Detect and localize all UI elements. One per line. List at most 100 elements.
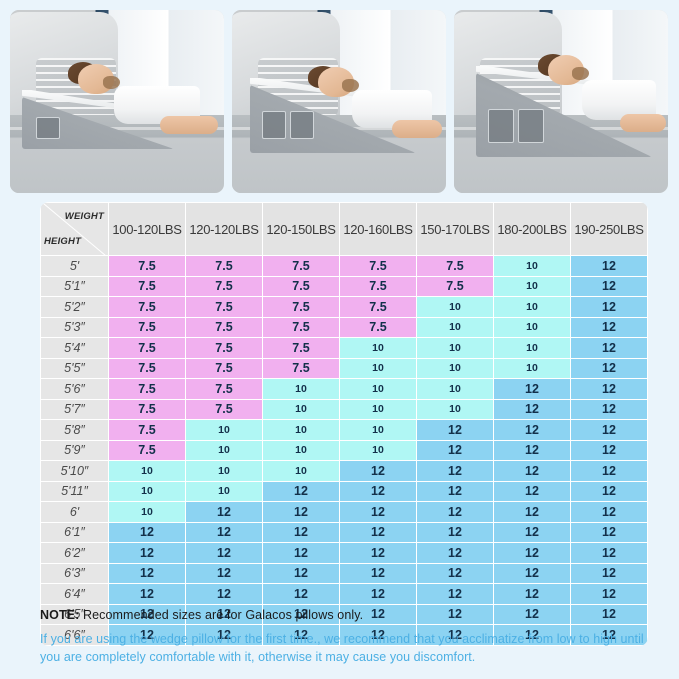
size-cell: 12	[416, 480, 494, 502]
size-cell: 7.5	[185, 337, 263, 359]
wedge-pocket	[36, 117, 60, 139]
size-cell: 12	[416, 624, 494, 646]
row-header-height: 6'5″	[40, 603, 109, 625]
size-cell: 10	[493, 337, 571, 359]
size-cell: 12	[339, 583, 417, 605]
table-row: 5'4″ 7.5 7.5 7.5 10 10 10 12	[40, 337, 648, 359]
size-cell: 12	[416, 542, 494, 564]
size-cell: 7.5	[108, 378, 186, 400]
note-primary-text: Recommended sizes are for Galacos pillow…	[82, 608, 364, 622]
column-header-0: 100-120LBS	[108, 202, 186, 256]
size-cell: 10	[185, 480, 263, 502]
size-cell: 12	[185, 583, 263, 605]
size-cell: 7.5	[108, 398, 186, 420]
size-cell: 10	[416, 398, 494, 420]
size-cell: 12	[339, 460, 417, 482]
size-cell: 10	[108, 480, 186, 502]
size-cell: 7.5	[185, 255, 263, 277]
row-header-height: 5'1″	[40, 275, 109, 297]
wedge-pocket	[518, 109, 544, 143]
size-cell: 12	[570, 480, 648, 502]
size-cell: 12	[339, 542, 417, 564]
size-cell: 12	[570, 316, 648, 338]
wedge-pocket	[262, 111, 286, 139]
size-cell: 12	[570, 419, 648, 441]
size-cell: 12	[339, 480, 417, 502]
size-cell: 10	[339, 337, 417, 359]
size-cell: 12	[570, 398, 648, 420]
size-cell: 7.5	[416, 255, 494, 277]
size-cell: 12	[108, 521, 186, 543]
size-cell: 7.5	[262, 337, 340, 359]
size-cell: 7.5	[108, 439, 186, 461]
table-row: 6'2″ 12 12 12 12 12 12 12	[40, 542, 648, 564]
size-cell: 7.5	[262, 357, 340, 379]
size-cell: 12	[262, 521, 340, 543]
size-cell: 12	[493, 398, 571, 420]
product-photo-2	[232, 10, 446, 193]
size-cell: 12	[262, 562, 340, 584]
size-cell: 12	[570, 542, 648, 564]
size-cell: 12	[108, 542, 186, 564]
size-cell: 12	[416, 460, 494, 482]
row-header-height: 6'	[40, 501, 109, 523]
table-row: 5'3″ 7.5 7.5 7.5 7.5 10 10 12	[40, 316, 648, 338]
size-cell: 12	[570, 583, 648, 605]
size-cell: 12	[570, 275, 648, 297]
size-cell: 12	[570, 337, 648, 359]
person-arm	[160, 116, 218, 134]
product-photo-3	[454, 10, 668, 193]
table-row: 5'9″ 7.5 10 10 10 12 12 12	[40, 439, 648, 461]
size-cell: 7.5	[262, 296, 340, 318]
size-cell: 12	[493, 460, 571, 482]
size-cell: 7.5	[108, 357, 186, 379]
table-row: 5'5″ 7.5 7.5 7.5 10 10 10 12	[40, 357, 648, 379]
table-row: 5'6″ 7.5 7.5 10 10 10 12 12	[40, 378, 648, 400]
size-cell: 10	[185, 419, 263, 441]
size-cell: 10	[416, 296, 494, 318]
row-header-height: 5'9″	[40, 439, 109, 461]
row-header-height: 5'11″	[40, 480, 109, 502]
size-cell: 10	[339, 357, 417, 379]
size-cell: 10	[416, 357, 494, 379]
size-cell: 10	[339, 398, 417, 420]
note-primary: NOTE: Recommended sizes are for Galacos …	[40, 608, 650, 622]
table-row: 6'4″ 12 12 12 12 12 12 12	[40, 583, 648, 605]
size-cell: 7.5	[108, 296, 186, 318]
size-cell: 12	[185, 562, 263, 584]
size-cell: 10	[262, 378, 340, 400]
size-cell: 12	[416, 583, 494, 605]
row-header-height: 5'5″	[40, 357, 109, 379]
column-header-3: 120-160LBS	[339, 202, 417, 256]
size-cell: 12	[416, 419, 494, 441]
size-cell: 12	[493, 624, 571, 646]
wedge-pocket	[290, 111, 314, 139]
column-header-6: 190-250LBS	[570, 202, 648, 256]
person-torso	[582, 80, 656, 120]
size-cell: 10	[262, 439, 340, 461]
size-cell: 12	[416, 603, 494, 625]
size-cell: 7.5	[416, 275, 494, 297]
size-cell: 10	[108, 501, 186, 523]
size-cell: 10	[416, 378, 494, 400]
size-cell: 12	[416, 439, 494, 461]
size-cell: 7.5	[185, 275, 263, 297]
note-secondary: If you are using the wedge pillow for th…	[40, 632, 644, 664]
column-header-2: 120-150LBS	[262, 202, 340, 256]
size-cell: 10	[339, 419, 417, 441]
size-cell: 12	[262, 583, 340, 605]
person-arm	[392, 120, 442, 138]
size-cell: 12	[108, 583, 186, 605]
size-cell: 10	[416, 337, 494, 359]
size-cell: 12	[339, 562, 417, 584]
size-cell: 7.5	[108, 337, 186, 359]
row-header-height: 5'3″	[40, 316, 109, 338]
size-cell: 12	[262, 501, 340, 523]
size-cell: 12	[570, 357, 648, 379]
size-cell: 7.5	[339, 316, 417, 338]
size-cell: 12	[493, 583, 571, 605]
row-header-height: 5'8″	[40, 419, 109, 441]
size-cell: 12	[493, 521, 571, 543]
size-cell: 12	[570, 439, 648, 461]
